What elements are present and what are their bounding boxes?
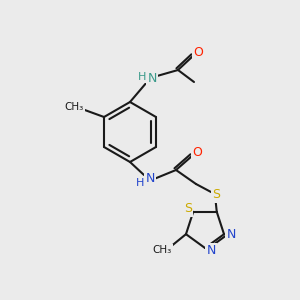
Text: CH₃: CH₃ (152, 245, 172, 255)
Text: S: S (184, 202, 192, 215)
Text: S: S (212, 188, 220, 202)
Text: N: N (206, 244, 216, 257)
Text: N: N (226, 228, 236, 241)
Text: N: N (147, 71, 157, 85)
Text: N: N (145, 172, 155, 184)
Text: CH₃: CH₃ (64, 102, 84, 112)
Text: H: H (136, 178, 144, 188)
Text: O: O (192, 146, 202, 160)
Text: O: O (193, 46, 203, 59)
Text: H: H (138, 72, 146, 82)
